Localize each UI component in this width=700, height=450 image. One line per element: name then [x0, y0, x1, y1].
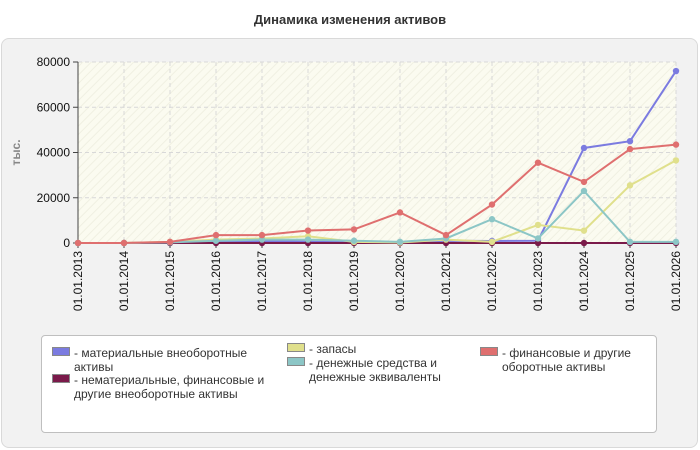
legend-swatch-tangible-assets [52, 347, 70, 356]
data-point-4 [580, 178, 588, 186]
x-tick-label: 01.01.2024 [577, 251, 591, 311]
x-tick-label: 01.01.2019 [347, 251, 361, 311]
data-point-3 [626, 238, 634, 246]
legend-label: - запасы [309, 342, 357, 356]
data-point-4 [442, 231, 450, 239]
x-tick-label: 01.01.2014 [117, 251, 131, 311]
x-tick-label: 01.01.2022 [485, 251, 499, 311]
y-tick-label: 0 [63, 236, 70, 250]
legend-label: - финансовые и другие оборотные активы [502, 346, 631, 374]
x-tick-label: 01.01.2020 [393, 251, 407, 311]
data-point-4 [304, 227, 312, 234]
data-point-4 [166, 238, 174, 246]
legend-label: - нематериальные, финансовые и другие вн… [74, 373, 265, 401]
data-point-4 [626, 145, 634, 153]
y-tick-label: 20000 [37, 191, 71, 205]
x-tick-label: 01.01.2021 [439, 251, 453, 311]
data-point-1 [580, 239, 588, 247]
data-point-3 [258, 236, 266, 243]
x-tick-label: 01.01.2026 [669, 251, 683, 311]
chart-title: Динамика изменения активов [253, 12, 447, 27]
data-point-4 [396, 209, 404, 216]
x-tick-label: 01.01.2018 [301, 251, 315, 311]
x-tick-label: 01.01.2017 [255, 251, 269, 311]
x-tick-label: 01.01.2025 [623, 251, 637, 311]
data-point-3 [488, 216, 496, 223]
legend-swatch-cash [287, 357, 305, 366]
x-tick-label: 01.01.2015 [163, 251, 177, 311]
legend-swatch-inventory [287, 343, 305, 352]
data-point-3 [534, 235, 542, 242]
legend-swatch-financial-assets [480, 347, 498, 356]
x-tick-label: 01.01.2013 [71, 251, 85, 311]
data-point-3 [212, 237, 220, 244]
legend-label: - денежные средства и денежные эквивален… [309, 356, 441, 384]
data-point-0 [626, 137, 634, 145]
legend-label: - материальные внеоборотные активы [74, 346, 247, 374]
data-point-4 [258, 231, 266, 239]
data-point-2 [534, 221, 542, 229]
data-point-4 [212, 231, 220, 239]
data-point-3 [672, 238, 680, 246]
y-tick-label: 60000 [37, 100, 71, 114]
plot-area [78, 62, 676, 243]
data-point-3 [396, 238, 404, 246]
x-tick-label: 01.01.2023 [531, 251, 545, 311]
data-point-2 [580, 227, 588, 234]
data-point-2 [488, 238, 496, 246]
y-tick-label: 80000 [37, 55, 71, 69]
series-line-3 [78, 189, 676, 244]
legend-swatch-intangible-assets [52, 374, 70, 383]
data-point-2 [626, 182, 634, 189]
x-tick-label: 01.01.2016 [209, 251, 223, 311]
series-lines [74, 67, 680, 247]
chart-legend: - материальные внеоборотные активы - нем… [41, 335, 657, 433]
data-point-4 [488, 201, 496, 208]
tick-labels: 0 20000 40000 60000 80000 01.01.2013 01.01.201… [9, 55, 683, 311]
data-point-1 [534, 239, 542, 247]
data-point-4 [534, 159, 542, 166]
data-point-3 [350, 237, 358, 244]
data-point-2 [672, 157, 680, 164]
data-point-4 [350, 226, 358, 233]
data-point-3 [580, 187, 588, 195]
data-point-4 [120, 239, 128, 247]
y-axis-title: тыс. [9, 139, 23, 165]
y-tick-label: 40000 [37, 146, 71, 160]
data-point-0 [580, 144, 588, 152]
data-point-4 [74, 239, 82, 247]
data-point-3 [304, 236, 312, 243]
grid-lines [78, 61, 677, 243]
data-point-0 [672, 67, 680, 75]
data-point-4 [672, 141, 680, 148]
series-line-4 [78, 143, 677, 244]
